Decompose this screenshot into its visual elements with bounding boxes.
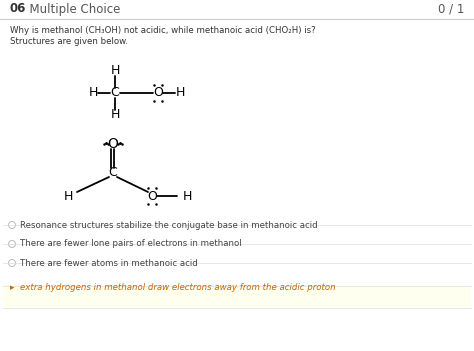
Text: O: O	[108, 137, 118, 151]
FancyBboxPatch shape	[3, 285, 471, 308]
Text: C: C	[110, 86, 119, 99]
Text: Resonance structures stabilize the conjugate base in methanoic acid: Resonance structures stabilize the conju…	[20, 220, 318, 230]
Text: Why is methanol (CH₃OH) not acidic, while methanoic acid (CHO₂H) is?: Why is methanol (CH₃OH) not acidic, whil…	[10, 26, 316, 35]
Text: 0 / 1: 0 / 1	[438, 2, 464, 15]
Text: H: H	[182, 190, 191, 203]
Text: ▸: ▸	[10, 284, 15, 292]
Text: Multiple Choice: Multiple Choice	[22, 2, 120, 15]
Text: 06: 06	[10, 2, 27, 15]
Text: H: H	[175, 86, 185, 99]
Text: H: H	[64, 190, 73, 203]
Text: O: O	[153, 86, 163, 99]
Text: Structures are given below.: Structures are given below.	[10, 37, 128, 46]
Text: H: H	[110, 108, 120, 121]
Text: There are fewer lone pairs of electrons in methanol: There are fewer lone pairs of electrons …	[20, 239, 242, 249]
Text: C: C	[109, 166, 118, 179]
Text: extra hydrogens in methanol draw electrons away from the acidic proton: extra hydrogens in methanol draw electro…	[20, 284, 336, 292]
Text: O: O	[147, 190, 157, 203]
Text: H: H	[110, 65, 120, 78]
Text: H: H	[88, 86, 98, 99]
Text: There are fewer atoms in methanoic acid: There are fewer atoms in methanoic acid	[20, 258, 198, 267]
